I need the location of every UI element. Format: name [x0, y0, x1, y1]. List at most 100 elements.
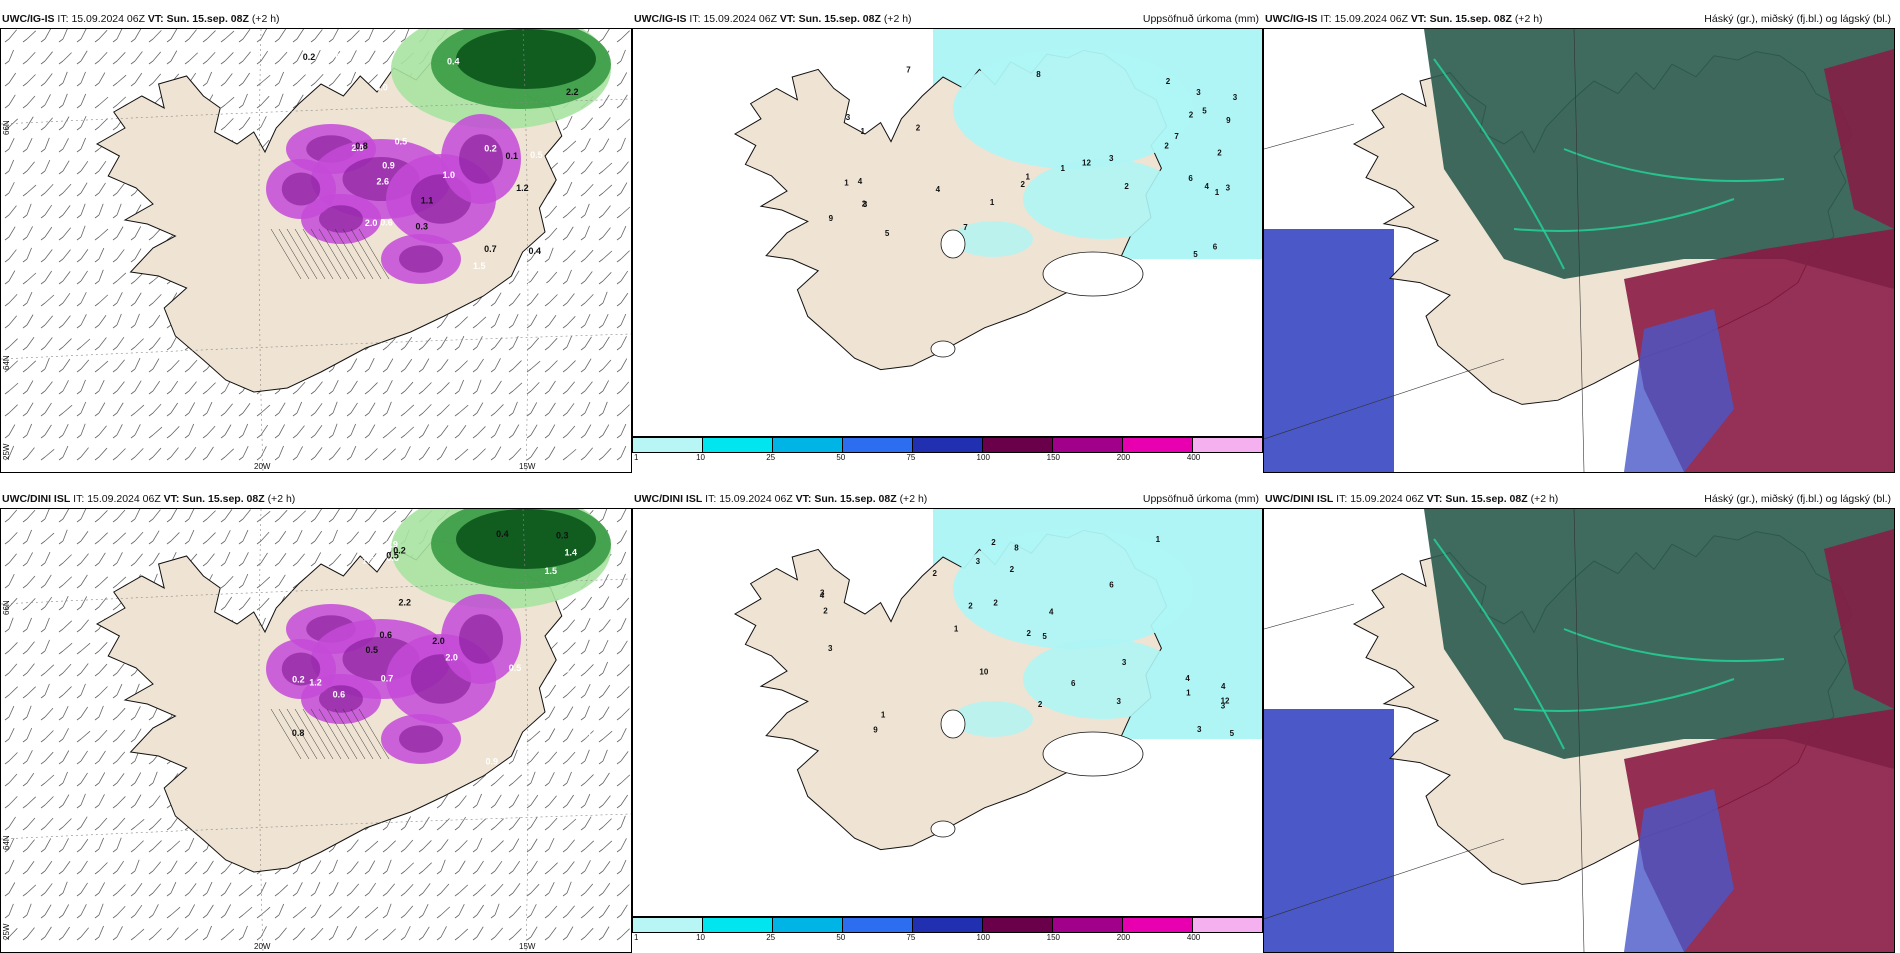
wind-barb	[422, 903, 429, 916]
wind-barb-flag	[148, 302, 154, 307]
it-value: 15.09.2024 06Z	[719, 493, 793, 505]
wind-barb-flag	[472, 936, 478, 941]
wind-barb	[602, 401, 608, 414]
wind-barb-flag	[112, 782, 118, 787]
wind-barb-flag	[40, 936, 46, 941]
wind-barb-flag	[562, 258, 568, 263]
wind-barb	[440, 446, 448, 458]
wind-barb	[224, 448, 235, 458]
wind-barb-flag	[472, 826, 478, 831]
wind-barb	[116, 74, 127, 84]
wind-barb-flag	[40, 302, 46, 307]
wind-barb-flag	[256, 38, 262, 43]
wind-barb	[404, 926, 411, 938]
wind-barb	[98, 425, 107, 436]
wind-barb-flag	[22, 390, 28, 395]
precip-value-label: 3	[1226, 183, 1231, 192]
precip-value-label: 3	[1109, 154, 1114, 163]
wind-barb-flag	[22, 302, 28, 307]
hatch-line	[358, 228, 390, 280]
wind-barb	[116, 663, 125, 674]
wind-barb	[134, 772, 142, 784]
cloud-map[interactable]	[1263, 508, 1895, 953]
precip-map[interactable]: 2 3 2 4 3 5 8 5 6 10 3 4 12 9 3 2 6 2 2 3 4 3 2 1 2 1 1 2 4 3 1	[632, 508, 1263, 917]
wind-barb	[332, 925, 339, 938]
panel-title: Uppsöfnuð úrkoma (mm)	[1142, 493, 1259, 505]
wind-barb-flag	[616, 302, 622, 307]
panel-header: UWC/IG-IS IT: 15.09.2024 06Z VT: Sun. 15…	[632, 10, 1263, 28]
wind-barb	[8, 859, 15, 872]
wind-barb-flag	[40, 82, 46, 87]
wind-barb-flag	[40, 540, 46, 545]
wind-barb-flag	[58, 672, 64, 677]
wind-barb-flag	[256, 456, 262, 461]
wind-barb-flag	[130, 60, 136, 65]
wind-barb-flag	[94, 562, 100, 567]
wind-barb-flag	[238, 540, 244, 545]
precip-colorbar	[632, 437, 1263, 453]
wind-barb-flag	[166, 804, 172, 809]
wind-barb	[80, 29, 87, 40]
wind-barb	[530, 926, 538, 938]
wind-barb	[386, 401, 392, 414]
wind-barb	[44, 226, 53, 238]
colorbar-tick-label: 25	[766, 453, 776, 462]
wind-barb-flag	[382, 540, 388, 545]
wind-barb-flag	[40, 892, 46, 897]
wind-barb-flag	[4, 302, 10, 307]
wind-barb-flag	[472, 848, 478, 853]
wind-barb-flag	[400, 848, 406, 853]
wind-barb	[98, 532, 108, 542]
wind-barb	[80, 730, 91, 740]
wind-barb-flag	[418, 390, 424, 395]
wind-barb-flag	[580, 672, 586, 677]
hatch-line	[302, 708, 334, 760]
wind-barb-flag	[616, 456, 622, 461]
wind-map[interactable]: 66N 64N 25W 20W 15W 2.0 0.2 1.0 0.6 0.9 1.5 0.8 2.1 0…	[0, 508, 632, 953]
panel-precip-row2: UWC/DINI ISL IT: 15.09.2024 06Z VT: Sun.…	[632, 490, 1263, 945]
wind-barb-flag	[616, 540, 622, 545]
wind-barb	[8, 617, 14, 630]
wind-barb	[152, 426, 163, 436]
wind-barb-flag	[220, 82, 226, 87]
parallel-line	[1264, 838, 1505, 920]
wind-barb-flag	[598, 914, 604, 919]
wind-barb	[26, 727, 33, 740]
wind-barb	[278, 574, 286, 586]
wind-barb-flag	[58, 280, 64, 285]
precip-map[interactable]: 2 3 3 7 4 2 5 4 5 7 8 9 12 9 6 2 3 1 2 7 3 2 6 2 3 1 2 5 4 3 1 2 1 1 1	[632, 28, 1263, 437]
wind-barb-flag	[436, 804, 442, 809]
wind-barb-flag	[22, 804, 28, 809]
wind-barb-flag	[112, 804, 118, 809]
wind-barb-flag	[22, 914, 28, 919]
wind-barb-flag	[364, 936, 370, 941]
cloud-map[interactable]	[1263, 28, 1895, 473]
wind-barb	[602, 509, 608, 520]
wind-barb-flag	[94, 540, 100, 545]
wind-barb-flag	[580, 760, 586, 765]
wind-barb	[44, 551, 51, 564]
wind-barb	[44, 683, 50, 696]
wind-barb	[566, 794, 574, 806]
hatch-area	[270, 228, 390, 280]
wind-barb-flag	[130, 390, 136, 395]
wind-barb-flag	[292, 540, 298, 545]
wind-barb-flag	[130, 82, 136, 87]
wind-barb-flag	[184, 412, 190, 417]
wind-barb	[620, 206, 631, 216]
precip-value-label: 4	[936, 185, 941, 194]
wind-barb	[188, 861, 198, 872]
wind-barb	[422, 358, 430, 370]
wind-barb-flag	[4, 848, 10, 853]
wind-map[interactable]: 66N 64N 25W 20W 15W 1.1 2.9 0.7 1.2 2.3 3.0 0.3 2.6 0…	[0, 28, 632, 473]
wind-barb	[170, 509, 178, 520]
wind-barb	[44, 926, 52, 938]
wind-barb-flag	[94, 236, 100, 241]
wind-barb	[602, 250, 613, 260]
wind-barb	[584, 313, 591, 326]
wind-barb	[386, 448, 396, 458]
wind-barb-flag	[112, 214, 118, 219]
wind-barb	[62, 116, 70, 128]
wind-barb	[206, 382, 216, 392]
wind-barb-flag	[400, 456, 406, 461]
